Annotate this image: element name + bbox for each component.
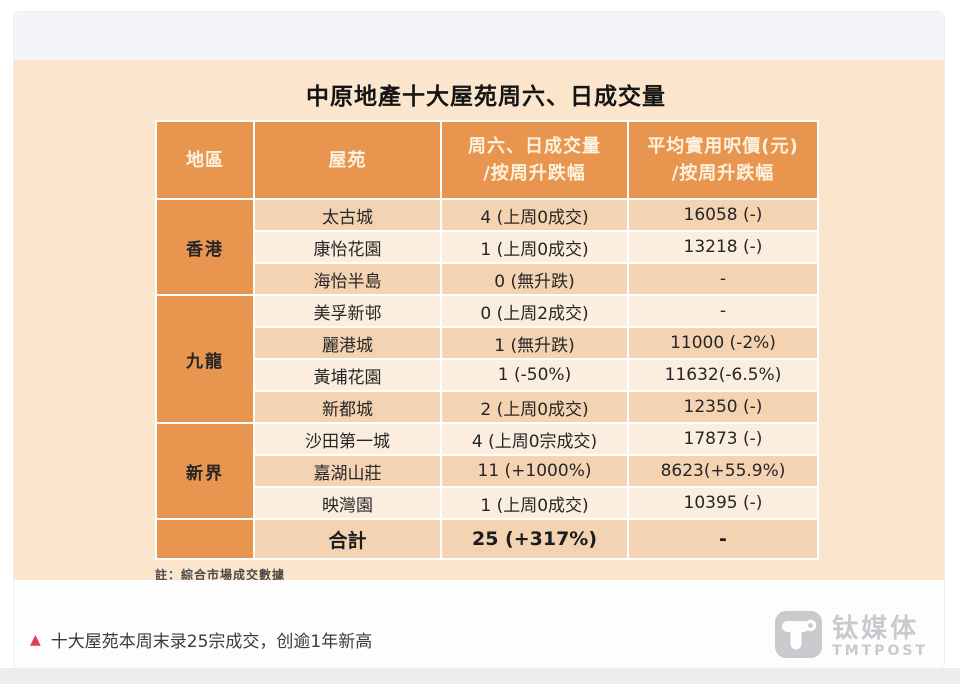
caption-text: 十大屋苑本周末录25宗成交，创逾1年新高 [50,632,373,652]
estate-cell: 太古城 [253,198,442,232]
estate-cell: 海怡半島 [253,262,442,296]
estates-table: 地區 屋苑 周六、日成交量 /按周升跌幅 平均實用呎價(元) /按周升跌幅 香港… [155,120,819,560]
table-header-row: 地區 屋苑 周六、日成交量 /按周升跌幅 平均實用呎價(元) /按周升跌幅 [155,120,819,200]
table-row: 麗港城 1 (無升跌) 11000 (-2%) [156,326,819,360]
table-row: 新界 沙田第一城 4 (上周0宗成交) 17873 (-) [155,422,819,520]
price-cell: 8623(+55.9%) [627,454,819,488]
top-strip [14,12,944,60]
infographic-panel: 中原地產十大屋苑周六、日成交量 地區 屋苑 周六、日成交量 /按周升跌幅 平 [14,60,944,582]
volume-cell: 4 (上周0宗成交) [440,422,629,456]
region-cell: 香港 [155,198,255,296]
header-price: 平均實用呎價(元) /按周升跌幅 [627,120,819,200]
triangle-marker-icon: ▲ [30,631,41,648]
price-cell: - [627,294,819,328]
price-cell: 11000 (-2%) [627,326,819,360]
logo-cn: 钛媒体 [832,613,920,644]
volume-cell: 0 (無升跌) [440,262,629,296]
tmtpost-logo: 钛媒体 TMTPOST [775,611,928,662]
estate-cell: 康怡花園 [253,230,442,264]
price-cell: 12350 (-) [627,390,819,424]
table-row: 海怡半島 0 (無升跌) - [156,262,819,296]
volume-cell: 11 (+1000%) [440,454,629,488]
price-cell: 16058 (-) [627,198,819,232]
estate-cell: 映灣園 [253,486,442,520]
table-row: 新都城 2 (上周0成交) 12350 (-) [156,390,819,424]
estate-cell: 麗港城 [253,326,442,360]
price-cell: 13218 (-) [627,230,819,264]
header-region: 地區 [155,120,255,200]
volume-cell: 1 (上周0成交) [440,486,629,520]
volume-cell: 4 (上周0成交) [440,198,629,232]
volume-cell: 0 (上周2成交) [440,294,629,328]
header-volume-line2: /按周升跌幅 [483,163,586,184]
table-row: 九龍 美孚新邨 0 (上周2成交) - [155,294,819,424]
total-volume-cell: 25 (+317%) [440,518,629,560]
table-body: 香港 太古城 4 (上周0成交) 16058 (-) 康怡花園 1 (上周0成交) 1321… [155,198,819,560]
price-cell: 17873 (-) [627,422,819,456]
estate-cell: 新都城 [253,390,442,424]
infographic-title: 中原地產十大屋苑周六、日成交量 [306,84,666,110]
table-row: 黃埔花園 1 (-50%) 11632(-6.5%) [156,358,819,392]
logo-en: TMTPOST [832,642,928,659]
table-row: 康怡花園 1 (上周0成交) 13218 (-) [156,230,819,264]
estate-cell: 嘉湖山莊 [253,454,442,488]
table-note: 註：綜合市場成交數據 [155,568,286,582]
header-estate: 屋苑 [253,120,442,200]
volume-cell: 1 (無升跌) [440,326,629,360]
total-region-empty-cell [155,518,255,560]
total-row: 合計 25 (+317%) - [155,518,819,560]
total-price-cell: - [627,518,819,560]
volume-cell: 1 (上周0成交) [440,230,629,264]
price-cell: 11632(-6.5%) [627,358,819,392]
price-cell: 10395 (-) [627,486,819,520]
tmtpost-logo-icon [775,611,823,662]
total-label-cell: 合計 [253,518,442,560]
price-cell: - [627,262,819,296]
estate-cell: 黃埔花園 [253,358,442,392]
table-row: 映灣園 1 (上周0成交) 10395 (-) [156,486,819,520]
region-cell: 新界 [155,422,255,520]
article-image-card: 中原地產十大屋苑周六、日成交量 地區 屋苑 周六、日成交量 /按周升跌幅 平 [14,12,944,668]
region-cell: 九龍 [155,294,255,424]
caption-bar: ▲ 十大屋苑本周末录25宗成交，创逾1年新高 钛媒体 TMTPOST [14,580,944,668]
estate-cell: 美孚新邨 [253,294,442,328]
header-volume: 周六、日成交量 /按周升跌幅 [440,120,629,200]
table-row: 香港 太古城 4 (上周0成交) 16058 (-) [155,198,819,296]
table-row: 嘉湖山莊 11 (+1000%) 8623(+55.9%) [156,454,819,488]
image-caption: ▲ 十大屋苑本周末录25宗成交，创逾1年新高 [30,627,372,652]
volume-cell: 2 (上周0成交) [440,390,629,424]
header-volume-line1: 周六、日成交量 [468,136,601,157]
estate-cell: 沙田第一城 [253,422,442,456]
volume-cell: 1 (-50%) [440,358,629,392]
header-price-line1: 平均實用呎價(元) [647,136,799,157]
tmtpost-logo-text: 钛媒体 TMTPOST [832,615,928,659]
page-bottom-strip [0,668,960,684]
header-price-line2: /按周升跌幅 [671,163,775,184]
